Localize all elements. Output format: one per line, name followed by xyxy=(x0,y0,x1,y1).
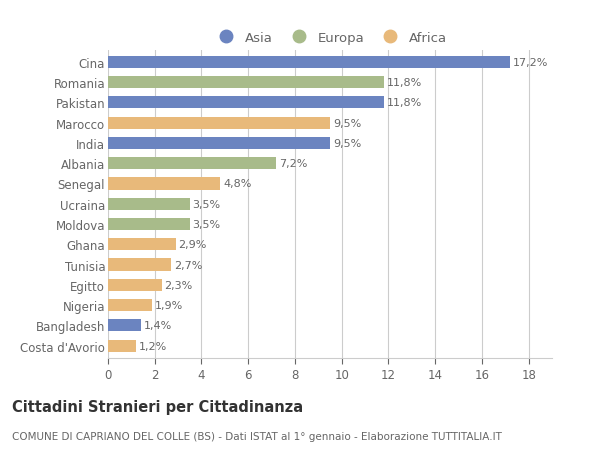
Bar xyxy=(108,77,384,89)
Bar xyxy=(108,198,190,210)
Bar xyxy=(108,279,162,291)
Text: 9,5%: 9,5% xyxy=(333,118,361,129)
Text: 3,5%: 3,5% xyxy=(193,199,221,209)
Text: 9,5%: 9,5% xyxy=(333,139,361,149)
Bar xyxy=(108,97,384,109)
Bar xyxy=(108,158,276,170)
Bar xyxy=(108,340,136,352)
Text: 4,8%: 4,8% xyxy=(223,179,251,189)
Bar xyxy=(108,56,510,69)
Text: 2,3%: 2,3% xyxy=(164,280,193,290)
Bar xyxy=(108,299,152,312)
Text: 11,8%: 11,8% xyxy=(386,98,422,108)
Bar xyxy=(108,117,330,129)
Text: 7,2%: 7,2% xyxy=(279,159,307,169)
Text: 2,7%: 2,7% xyxy=(174,260,202,270)
Text: COMUNE DI CAPRIANO DEL COLLE (BS) - Dati ISTAT al 1° gennaio - Elaborazione TUTT: COMUNE DI CAPRIANO DEL COLLE (BS) - Dati… xyxy=(12,431,502,442)
Bar xyxy=(108,239,176,251)
Text: 3,5%: 3,5% xyxy=(193,219,221,230)
Text: Cittadini Stranieri per Cittadinanza: Cittadini Stranieri per Cittadinanza xyxy=(12,399,303,414)
Text: 1,4%: 1,4% xyxy=(143,321,172,330)
Bar xyxy=(108,178,220,190)
Bar xyxy=(108,259,171,271)
Bar xyxy=(108,319,141,332)
Bar xyxy=(108,218,190,230)
Text: 1,9%: 1,9% xyxy=(155,301,184,310)
Bar xyxy=(108,138,330,150)
Text: 17,2%: 17,2% xyxy=(513,58,548,67)
Legend: Asia, Europa, Africa: Asia, Europa, Africa xyxy=(208,26,452,50)
Text: 1,2%: 1,2% xyxy=(139,341,167,351)
Text: 2,9%: 2,9% xyxy=(179,240,207,250)
Text: 11,8%: 11,8% xyxy=(386,78,422,88)
